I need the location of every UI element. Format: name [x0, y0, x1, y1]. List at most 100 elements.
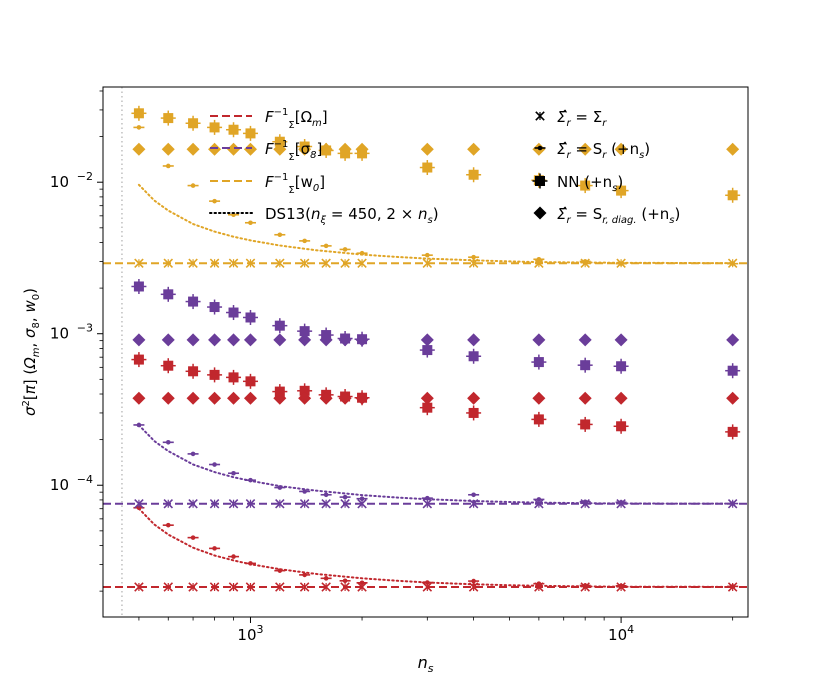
marker-Omega_m-diag — [578, 391, 592, 405]
marker-Omega_m-nn — [188, 366, 199, 377]
marker-w_0-sample — [730, 261, 735, 266]
marker-Omega_m-nn — [616, 421, 627, 432]
marker-w_0-diag — [186, 142, 200, 156]
marker-Omega_m-sample — [323, 576, 329, 581]
marker-sigma_8-sample — [190, 451, 196, 457]
marker-sigma_8-diag — [208, 333, 222, 347]
marker-w_0-nn — [422, 162, 433, 173]
marker-w_0-diag — [338, 142, 352, 156]
marker-w_0-diag — [578, 142, 592, 156]
marker-w_0-nn — [188, 118, 199, 129]
marker-w_0-nn — [580, 180, 591, 191]
y-axis-label: σ2[π] (Ωm, σ8, w0) — [21, 288, 42, 416]
y-tick-exponent: −2 — [77, 170, 93, 183]
data-markers — [131, 105, 741, 592]
marker-sigma_8-diag — [319, 333, 333, 347]
marker-Omega_m-diag — [614, 391, 628, 405]
legend-label-diag: Σ̂r = Sr, diag. (+ns) — [557, 205, 680, 226]
marker-w_0-diag — [161, 142, 175, 156]
marker-Omega_m-diag — [132, 391, 146, 405]
marker-w_0-nn — [468, 169, 479, 180]
marker-w_0-diag — [420, 142, 434, 156]
marker-sigma_8-diag — [355, 333, 369, 347]
marker-sigma_8-sample — [471, 492, 476, 498]
marker-w_0-nn — [245, 128, 256, 139]
marker-sigma_8-sample — [136, 422, 142, 428]
marker-w_0-sample — [165, 163, 171, 169]
marker-w_0-nn — [209, 122, 220, 133]
marker-w_0-sample — [536, 256, 542, 262]
marker-Omega_m-sample — [277, 568, 283, 573]
marker-sigma_8-diag — [467, 333, 481, 347]
marker-w_0-diag — [132, 142, 146, 156]
marker-sigma_8-nn — [616, 361, 627, 372]
marker-w_0-nn — [274, 136, 285, 147]
marker-sigma_8-nn — [422, 345, 433, 356]
marker-Omega_m-diag — [467, 391, 481, 405]
marker-Omega_m-sample — [165, 522, 171, 528]
marker-Omega_m-nn — [228, 372, 239, 383]
marker-sigma_8-nn — [188, 296, 199, 307]
marker-Omega_m-sample — [302, 572, 307, 578]
marker-sigma_8-diag — [227, 333, 241, 347]
marker-sigma_8-sample — [342, 494, 348, 500]
marker-sigma_8-sample — [425, 495, 430, 501]
legend-label-ds13: DS13(nξ = 450, 2 × ns) — [265, 205, 439, 226]
legend-label-nn: NN (+ns) — [557, 173, 623, 194]
marker-w_0-diag — [208, 142, 222, 156]
legend-marker-sample_cov — [537, 145, 543, 151]
marker-Omega_m-diag — [243, 391, 257, 405]
marker-Omega_m-sample — [425, 580, 430, 585]
marker-w_0-diag — [273, 142, 287, 156]
marker-Omega_m-diag — [227, 391, 241, 405]
marker-w_0-sample — [471, 254, 476, 260]
marker-sigma_8-diag — [298, 333, 312, 347]
marker-Omega_m-sample — [342, 578, 348, 584]
legend-label-fisher_Omega_m: F−1Σ[Ωm] — [265, 107, 328, 131]
marker-sigma_8-sample — [730, 501, 735, 506]
marker-Omega_m-nn — [274, 386, 285, 397]
marker-Omega_m-diag — [355, 391, 369, 405]
marker-sigma_8-diag — [243, 333, 257, 347]
marker-Omega_m-sample — [212, 546, 217, 551]
marker-Omega_m-diag — [532, 391, 546, 405]
marker-Omega_m-sample — [582, 583, 588, 588]
marker-sigma_8-nn — [209, 302, 220, 313]
marker-Omega_m-sample — [136, 505, 142, 511]
marker-sigma_8-sample — [277, 485, 283, 490]
marker-w_0-sample — [582, 259, 588, 264]
marker-w_0-sample — [359, 250, 365, 256]
marker-Omega_m-diag — [338, 391, 352, 405]
legend-label-fisher_w_0: F−1Σ[w0] — [265, 172, 325, 196]
marker-w_0-sample — [302, 238, 307, 244]
marker-sigma_8-nn — [533, 357, 544, 368]
marker-Omega_m-nn — [299, 385, 310, 396]
marker-Omega_m-diag — [186, 391, 200, 405]
marker-sigma_8-sample — [165, 440, 171, 445]
marker-sigma_8-diag — [273, 333, 287, 347]
marker-sigma_8-sample — [582, 499, 588, 505]
marker-Omega_m-sample — [359, 580, 365, 586]
marker-sigma_8-sample — [359, 496, 365, 501]
plot-frame — [102, 86, 749, 618]
marker-Omega_m-nn — [133, 354, 144, 365]
marker-sigma_8-diag — [614, 333, 628, 347]
marker-w_0-nn — [133, 108, 144, 119]
marker-sigma_8-sample — [248, 477, 253, 483]
y-tick-label: 10 — [50, 325, 69, 343]
marker-sigma_8-diag — [186, 333, 200, 347]
marker-Omega_m-nn — [580, 419, 591, 430]
marker-sigma_8-nn — [228, 307, 239, 318]
x-tick-label: 104 — [608, 623, 634, 644]
marker-sigma_8-nn — [245, 312, 256, 323]
marker-sigma_8-sample — [302, 489, 307, 494]
marker-w_0-diag — [243, 142, 257, 156]
marker-Omega_m-diag — [161, 391, 175, 405]
marker-sigma_8-diag — [132, 333, 146, 347]
marker-w_0-nn — [163, 113, 174, 124]
marker-sigma_8-nn — [274, 320, 285, 331]
marker-w_0-sample — [248, 220, 253, 226]
marker-Omega_m-sample — [231, 554, 236, 559]
marker-w_0-diag — [355, 142, 369, 156]
